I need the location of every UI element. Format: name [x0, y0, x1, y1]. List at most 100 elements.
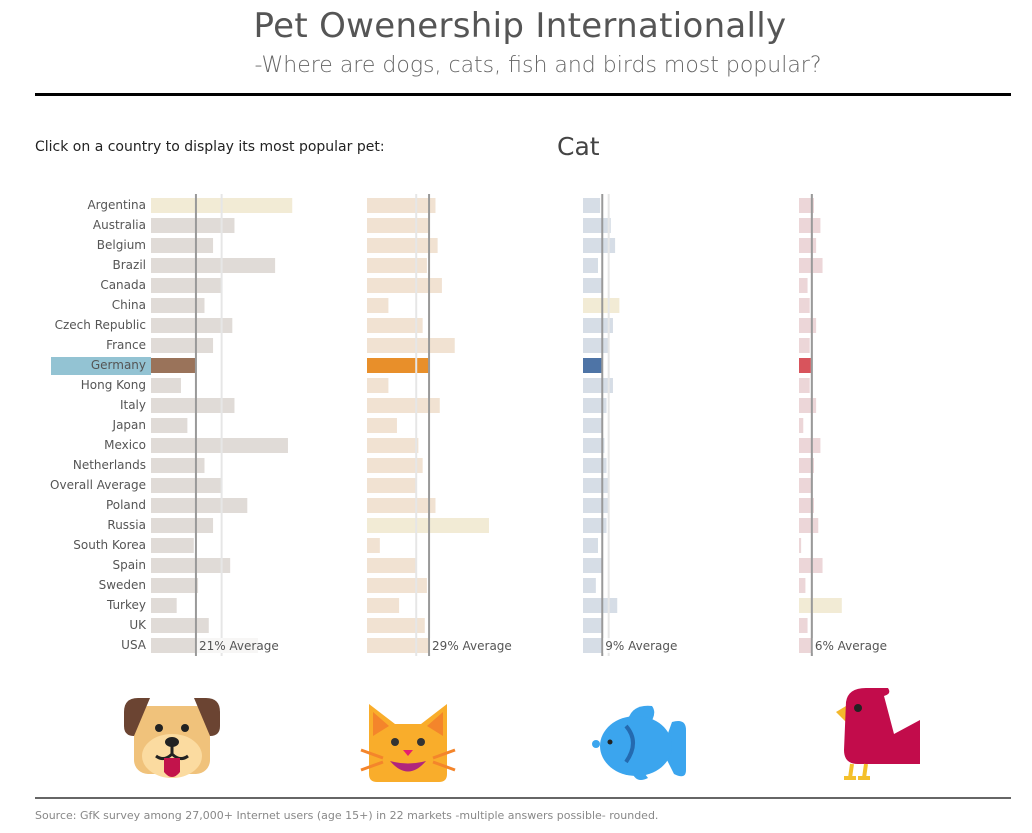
- bar-bird-south-korea[interactable]: [799, 538, 802, 553]
- bar-fish-russia[interactable]: [583, 518, 607, 533]
- bar-bird-canada[interactable]: [799, 278, 808, 293]
- bar-fish-hong-kong[interactable]: [583, 378, 613, 393]
- bar-bird-china[interactable]: [799, 298, 810, 313]
- bar-bird-argentina[interactable]: [799, 198, 814, 213]
- country-label[interactable]: Netherlands: [73, 458, 146, 472]
- country-label[interactable]: Mexico: [104, 438, 146, 452]
- bar-bird-spain[interactable]: [799, 558, 823, 573]
- country-label[interactable]: Canada: [100, 278, 146, 292]
- bar-dog-germany[interactable]: [151, 358, 196, 373]
- bar-cat-canada[interactable]: [367, 278, 442, 293]
- bar-cat-usa[interactable]: [367, 638, 430, 653]
- bar-dog-spain[interactable]: [151, 558, 231, 573]
- bar-fish-china[interactable]: [583, 298, 620, 313]
- bar-fish-mexico[interactable]: [583, 438, 605, 453]
- bar-cat-china[interactable]: [367, 298, 389, 313]
- bar-bird-netherlands[interactable]: [799, 458, 814, 473]
- country-label[interactable]: Belgium: [97, 238, 146, 252]
- bar-bird-overall-average[interactable]: [799, 478, 812, 493]
- bar-cat-overall-average[interactable]: [367, 478, 417, 493]
- bar-bird-france[interactable]: [799, 338, 810, 353]
- bar-fish-germany[interactable]: [583, 358, 603, 373]
- bar-cat-netherlands[interactable]: [367, 458, 423, 473]
- bar-cat-turkey[interactable]: [367, 598, 400, 613]
- country-label[interactable]: Argentina: [87, 198, 146, 212]
- bar-fish-brazil[interactable]: [583, 258, 598, 273]
- bar-fish-uk[interactable]: [583, 618, 603, 633]
- bar-bird-belgium[interactable]: [799, 238, 817, 253]
- country-label[interactable]: Czech Republic: [55, 318, 146, 332]
- bar-fish-czech-republic[interactable]: [583, 318, 613, 333]
- bar-dog-netherlands[interactable]: [151, 458, 205, 473]
- bar-fish-south-korea[interactable]: [583, 538, 598, 553]
- bar-bird-brazil[interactable]: [799, 258, 823, 273]
- bar-cat-czech-republic[interactable]: [367, 318, 423, 333]
- bar-fish-netherlands[interactable]: [583, 458, 607, 473]
- bar-dog-canada[interactable]: [151, 278, 222, 293]
- bar-dog-hong-kong[interactable]: [151, 378, 181, 393]
- bar-dog-russia[interactable]: [151, 518, 214, 533]
- bar-cat-south-korea[interactable]: [367, 538, 380, 553]
- country-label[interactable]: Italy: [120, 398, 146, 412]
- bar-cat-mexico[interactable]: [367, 438, 419, 453]
- bar-bird-russia[interactable]: [799, 518, 819, 533]
- bar-cat-brazil[interactable]: [367, 258, 427, 273]
- country-label[interactable]: Russia: [107, 518, 146, 532]
- bar-bird-turkey[interactable]: [799, 598, 842, 613]
- bar-fish-japan[interactable]: [583, 418, 603, 433]
- bar-fish-turkey[interactable]: [583, 598, 618, 613]
- bar-fish-argentina[interactable]: [583, 198, 601, 213]
- country-label[interactable]: Poland: [106, 498, 146, 512]
- country-label[interactable]: China: [112, 298, 146, 312]
- bar-cat-belgium[interactable]: [367, 238, 438, 253]
- country-label[interactable]: Turkey: [106, 598, 146, 612]
- country-label[interactable]: Sweden: [99, 578, 146, 592]
- bar-fish-spain[interactable]: [583, 558, 603, 573]
- bar-dog-japan[interactable]: [151, 418, 188, 433]
- bar-dog-brazil[interactable]: [151, 258, 276, 273]
- bar-bird-italy[interactable]: [799, 398, 817, 413]
- bar-cat-italy[interactable]: [367, 398, 440, 413]
- bar-bird-poland[interactable]: [799, 498, 814, 513]
- country-label[interactable]: UK: [129, 618, 147, 632]
- bar-bird-czech-republic[interactable]: [799, 318, 817, 333]
- country-label[interactable]: USA: [121, 638, 147, 652]
- bar-bird-uk[interactable]: [799, 618, 808, 633]
- bar-dog-mexico[interactable]: [151, 438, 288, 453]
- country-label[interactable]: Brazil: [113, 258, 147, 272]
- bar-dog-belgium[interactable]: [151, 238, 214, 253]
- bar-dog-italy[interactable]: [151, 398, 235, 413]
- bar-fish-poland[interactable]: [583, 498, 609, 513]
- country-label[interactable]: Overall Average: [50, 478, 146, 492]
- bar-bird-japan[interactable]: [799, 418, 804, 433]
- bar-cat-japan[interactable]: [367, 418, 397, 433]
- bar-dog-france[interactable]: [151, 338, 214, 353]
- bar-fish-australia[interactable]: [583, 218, 611, 233]
- bar-cat-hong-kong[interactable]: [367, 378, 389, 393]
- bar-cat-argentina[interactable]: [367, 198, 436, 213]
- bar-dog-overall-average[interactable]: [151, 478, 222, 493]
- bar-fish-sweden[interactable]: [583, 578, 596, 593]
- bar-bird-hong-kong[interactable]: [799, 378, 810, 393]
- bar-cat-spain[interactable]: [367, 558, 417, 573]
- bar-bird-sweden[interactable]: [799, 578, 806, 593]
- bar-dog-australia[interactable]: [151, 218, 235, 233]
- bar-cat-australia[interactable]: [367, 218, 430, 233]
- bar-cat-poland[interactable]: [367, 498, 436, 513]
- bar-dog-south-korea[interactable]: [151, 538, 194, 553]
- country-label[interactable]: Spain: [112, 558, 146, 572]
- bar-fish-france[interactable]: [583, 338, 609, 353]
- bar-fish-usa[interactable]: [583, 638, 603, 653]
- bar-dog-czech-republic[interactable]: [151, 318, 233, 333]
- bar-dog-poland[interactable]: [151, 498, 248, 513]
- bar-cat-russia[interactable]: [367, 518, 489, 533]
- bar-fish-overall-average[interactable]: [583, 478, 609, 493]
- country-label[interactable]: South Korea: [73, 538, 146, 552]
- bar-bird-germany[interactable]: [799, 358, 812, 373]
- bar-cat-sweden[interactable]: [367, 578, 427, 593]
- bar-dog-china[interactable]: [151, 298, 205, 313]
- bar-bird-mexico[interactable]: [799, 438, 821, 453]
- country-label[interactable]: Germany: [91, 358, 146, 372]
- bar-fish-italy[interactable]: [583, 398, 607, 413]
- bar-bird-australia[interactable]: [799, 218, 821, 233]
